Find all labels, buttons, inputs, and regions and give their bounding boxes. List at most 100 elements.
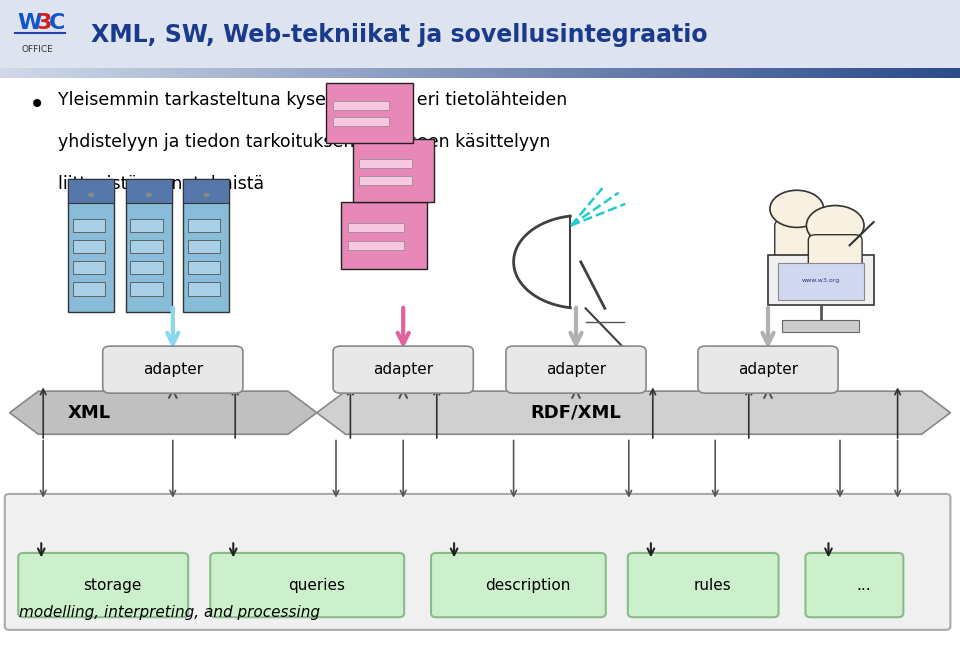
Bar xyxy=(45,68,49,78)
Bar xyxy=(183,179,229,312)
Bar xyxy=(924,68,929,78)
Bar xyxy=(804,68,807,78)
Bar xyxy=(230,68,234,78)
Bar xyxy=(22,68,27,78)
Bar xyxy=(182,68,186,78)
Bar xyxy=(938,68,942,78)
Bar xyxy=(391,68,395,78)
Bar xyxy=(185,68,190,78)
Bar xyxy=(838,68,843,78)
Bar xyxy=(214,68,219,78)
Bar xyxy=(823,68,827,78)
Bar xyxy=(359,158,413,168)
Bar xyxy=(131,240,162,253)
Bar xyxy=(240,68,244,78)
Bar xyxy=(144,68,148,78)
Bar xyxy=(295,68,299,78)
Bar xyxy=(147,68,152,78)
Bar xyxy=(435,68,440,78)
Circle shape xyxy=(146,193,152,197)
FancyBboxPatch shape xyxy=(628,553,779,617)
Bar xyxy=(662,68,666,78)
Bar xyxy=(67,68,71,78)
Bar xyxy=(579,68,584,78)
Bar xyxy=(348,241,404,250)
Bar xyxy=(381,68,385,78)
Bar xyxy=(595,68,599,78)
Text: XML, SW, Web-tekniikat ja sovellusintegraatio: XML, SW, Web-tekniikat ja sovellusintegr… xyxy=(91,23,708,47)
Bar xyxy=(183,179,229,203)
Bar xyxy=(880,68,884,78)
Bar xyxy=(429,68,433,78)
Bar xyxy=(506,68,510,78)
Text: adapter: adapter xyxy=(143,362,203,377)
Bar xyxy=(528,68,532,78)
Text: yhdistelyyn ja tiedon tarkoituksenmukaiseen käsittelyyn: yhdistelyyn ja tiedon tarkoituksenmukais… xyxy=(58,133,550,151)
Bar xyxy=(26,68,30,78)
Bar xyxy=(115,68,119,78)
Bar xyxy=(70,68,75,78)
Bar xyxy=(259,68,263,78)
Bar xyxy=(953,68,958,78)
Bar xyxy=(602,68,606,78)
Bar xyxy=(612,68,615,78)
Bar xyxy=(199,68,203,78)
Bar xyxy=(269,68,273,78)
Bar xyxy=(108,68,113,78)
Bar xyxy=(228,68,231,78)
Bar xyxy=(736,68,740,78)
Bar xyxy=(490,68,493,78)
Bar xyxy=(867,68,872,78)
Bar xyxy=(377,68,382,78)
Bar xyxy=(12,68,17,78)
Bar xyxy=(758,68,762,78)
Bar xyxy=(348,223,404,232)
Bar xyxy=(682,68,685,78)
FancyBboxPatch shape xyxy=(808,235,862,277)
Bar xyxy=(333,117,390,126)
Bar xyxy=(665,68,670,78)
Bar xyxy=(131,219,162,232)
Bar xyxy=(352,68,356,78)
Bar xyxy=(329,68,334,78)
Text: liittyvistä menetelmistä: liittyvistä menetelmistä xyxy=(58,175,264,193)
Bar xyxy=(122,68,126,78)
Bar xyxy=(406,68,411,78)
Bar xyxy=(0,68,4,78)
FancyBboxPatch shape xyxy=(698,346,838,393)
Bar xyxy=(29,68,33,78)
Bar xyxy=(832,68,836,78)
Bar xyxy=(413,68,417,78)
FancyBboxPatch shape xyxy=(326,83,413,143)
Bar xyxy=(816,68,820,78)
Bar xyxy=(41,68,46,78)
Bar xyxy=(557,68,561,78)
Bar xyxy=(237,68,241,78)
Text: description: description xyxy=(486,577,570,593)
Bar xyxy=(208,68,212,78)
FancyBboxPatch shape xyxy=(333,346,473,393)
Bar xyxy=(131,261,162,274)
Circle shape xyxy=(770,190,824,227)
Bar xyxy=(893,68,897,78)
Bar xyxy=(160,68,164,78)
FancyBboxPatch shape xyxy=(775,220,824,261)
Bar xyxy=(48,68,52,78)
Bar xyxy=(192,68,196,78)
Bar xyxy=(262,68,267,78)
Bar xyxy=(922,68,925,78)
Polygon shape xyxy=(317,391,950,434)
Bar xyxy=(521,68,526,78)
Bar xyxy=(941,68,945,78)
Bar xyxy=(771,68,776,78)
Bar xyxy=(540,68,545,78)
Bar xyxy=(669,68,673,78)
Bar xyxy=(586,68,589,78)
Bar xyxy=(358,68,363,78)
FancyBboxPatch shape xyxy=(341,202,427,269)
Bar xyxy=(583,68,587,78)
Bar xyxy=(126,179,172,203)
Bar xyxy=(444,68,449,78)
Bar xyxy=(627,68,632,78)
Bar xyxy=(36,68,39,78)
